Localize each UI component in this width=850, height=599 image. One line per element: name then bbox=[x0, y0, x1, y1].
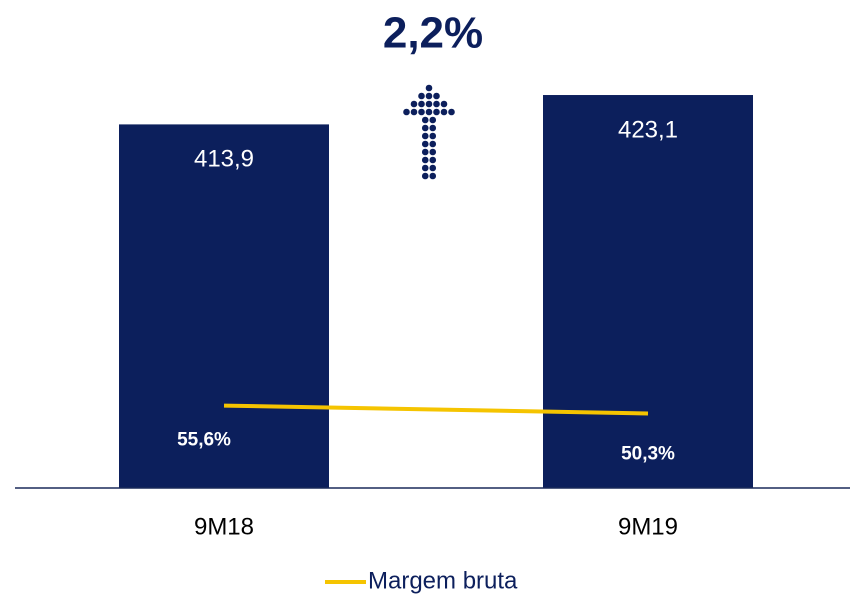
arrow-dot bbox=[421, 124, 429, 132]
arrow-dot bbox=[421, 140, 429, 148]
arrow-dot bbox=[421, 116, 429, 124]
arrow-dot bbox=[410, 100, 418, 108]
arrow-dot bbox=[410, 108, 418, 116]
arrow-dot bbox=[429, 164, 437, 172]
arrow-dot bbox=[440, 108, 448, 116]
arrow-dot bbox=[429, 172, 437, 180]
arrow-dot bbox=[429, 148, 437, 156]
bar bbox=[543, 95, 753, 489]
margin-line bbox=[223, 403, 649, 416]
arrow-dot bbox=[433, 100, 440, 108]
arrow-dot bbox=[429, 124, 437, 132]
arrow-dot bbox=[421, 172, 429, 180]
arrow-dot bbox=[425, 92, 433, 100]
annotation: 2,2% bbox=[383, 9, 483, 58]
arrow-dot bbox=[421, 148, 429, 156]
arrow-dot bbox=[440, 100, 448, 108]
arrow-dot bbox=[418, 108, 425, 116]
line-value-label: 55,6% bbox=[177, 430, 231, 451]
arrow-dot bbox=[421, 156, 429, 164]
x-tick-label: 9M19 bbox=[618, 513, 678, 540]
arrow-dot bbox=[429, 140, 437, 148]
arrow-dot bbox=[448, 108, 455, 116]
arrow-dot bbox=[403, 108, 410, 116]
arrow-dot bbox=[425, 100, 433, 108]
arrow-dot bbox=[429, 132, 437, 140]
bar bbox=[119, 124, 329, 489]
arrow-dot bbox=[429, 116, 437, 124]
bar-value-label: 423,1 bbox=[618, 116, 678, 143]
arrow-dot bbox=[425, 84, 433, 92]
arrow-dot bbox=[421, 132, 429, 140]
arrow-dot bbox=[418, 92, 425, 100]
legend-label: Margem bruta bbox=[368, 567, 518, 594]
arrow-dot bbox=[421, 164, 429, 172]
bar-value-label: 413,9 bbox=[194, 146, 254, 173]
arrow-dot bbox=[429, 156, 437, 164]
arrow-dot bbox=[418, 100, 425, 108]
arrow-dot bbox=[425, 108, 433, 116]
arrow-dot bbox=[433, 92, 440, 100]
arrow-dot bbox=[433, 108, 440, 116]
line-value-label: 50,3% bbox=[621, 443, 675, 464]
x-tick-label: 9M18 bbox=[194, 513, 254, 540]
